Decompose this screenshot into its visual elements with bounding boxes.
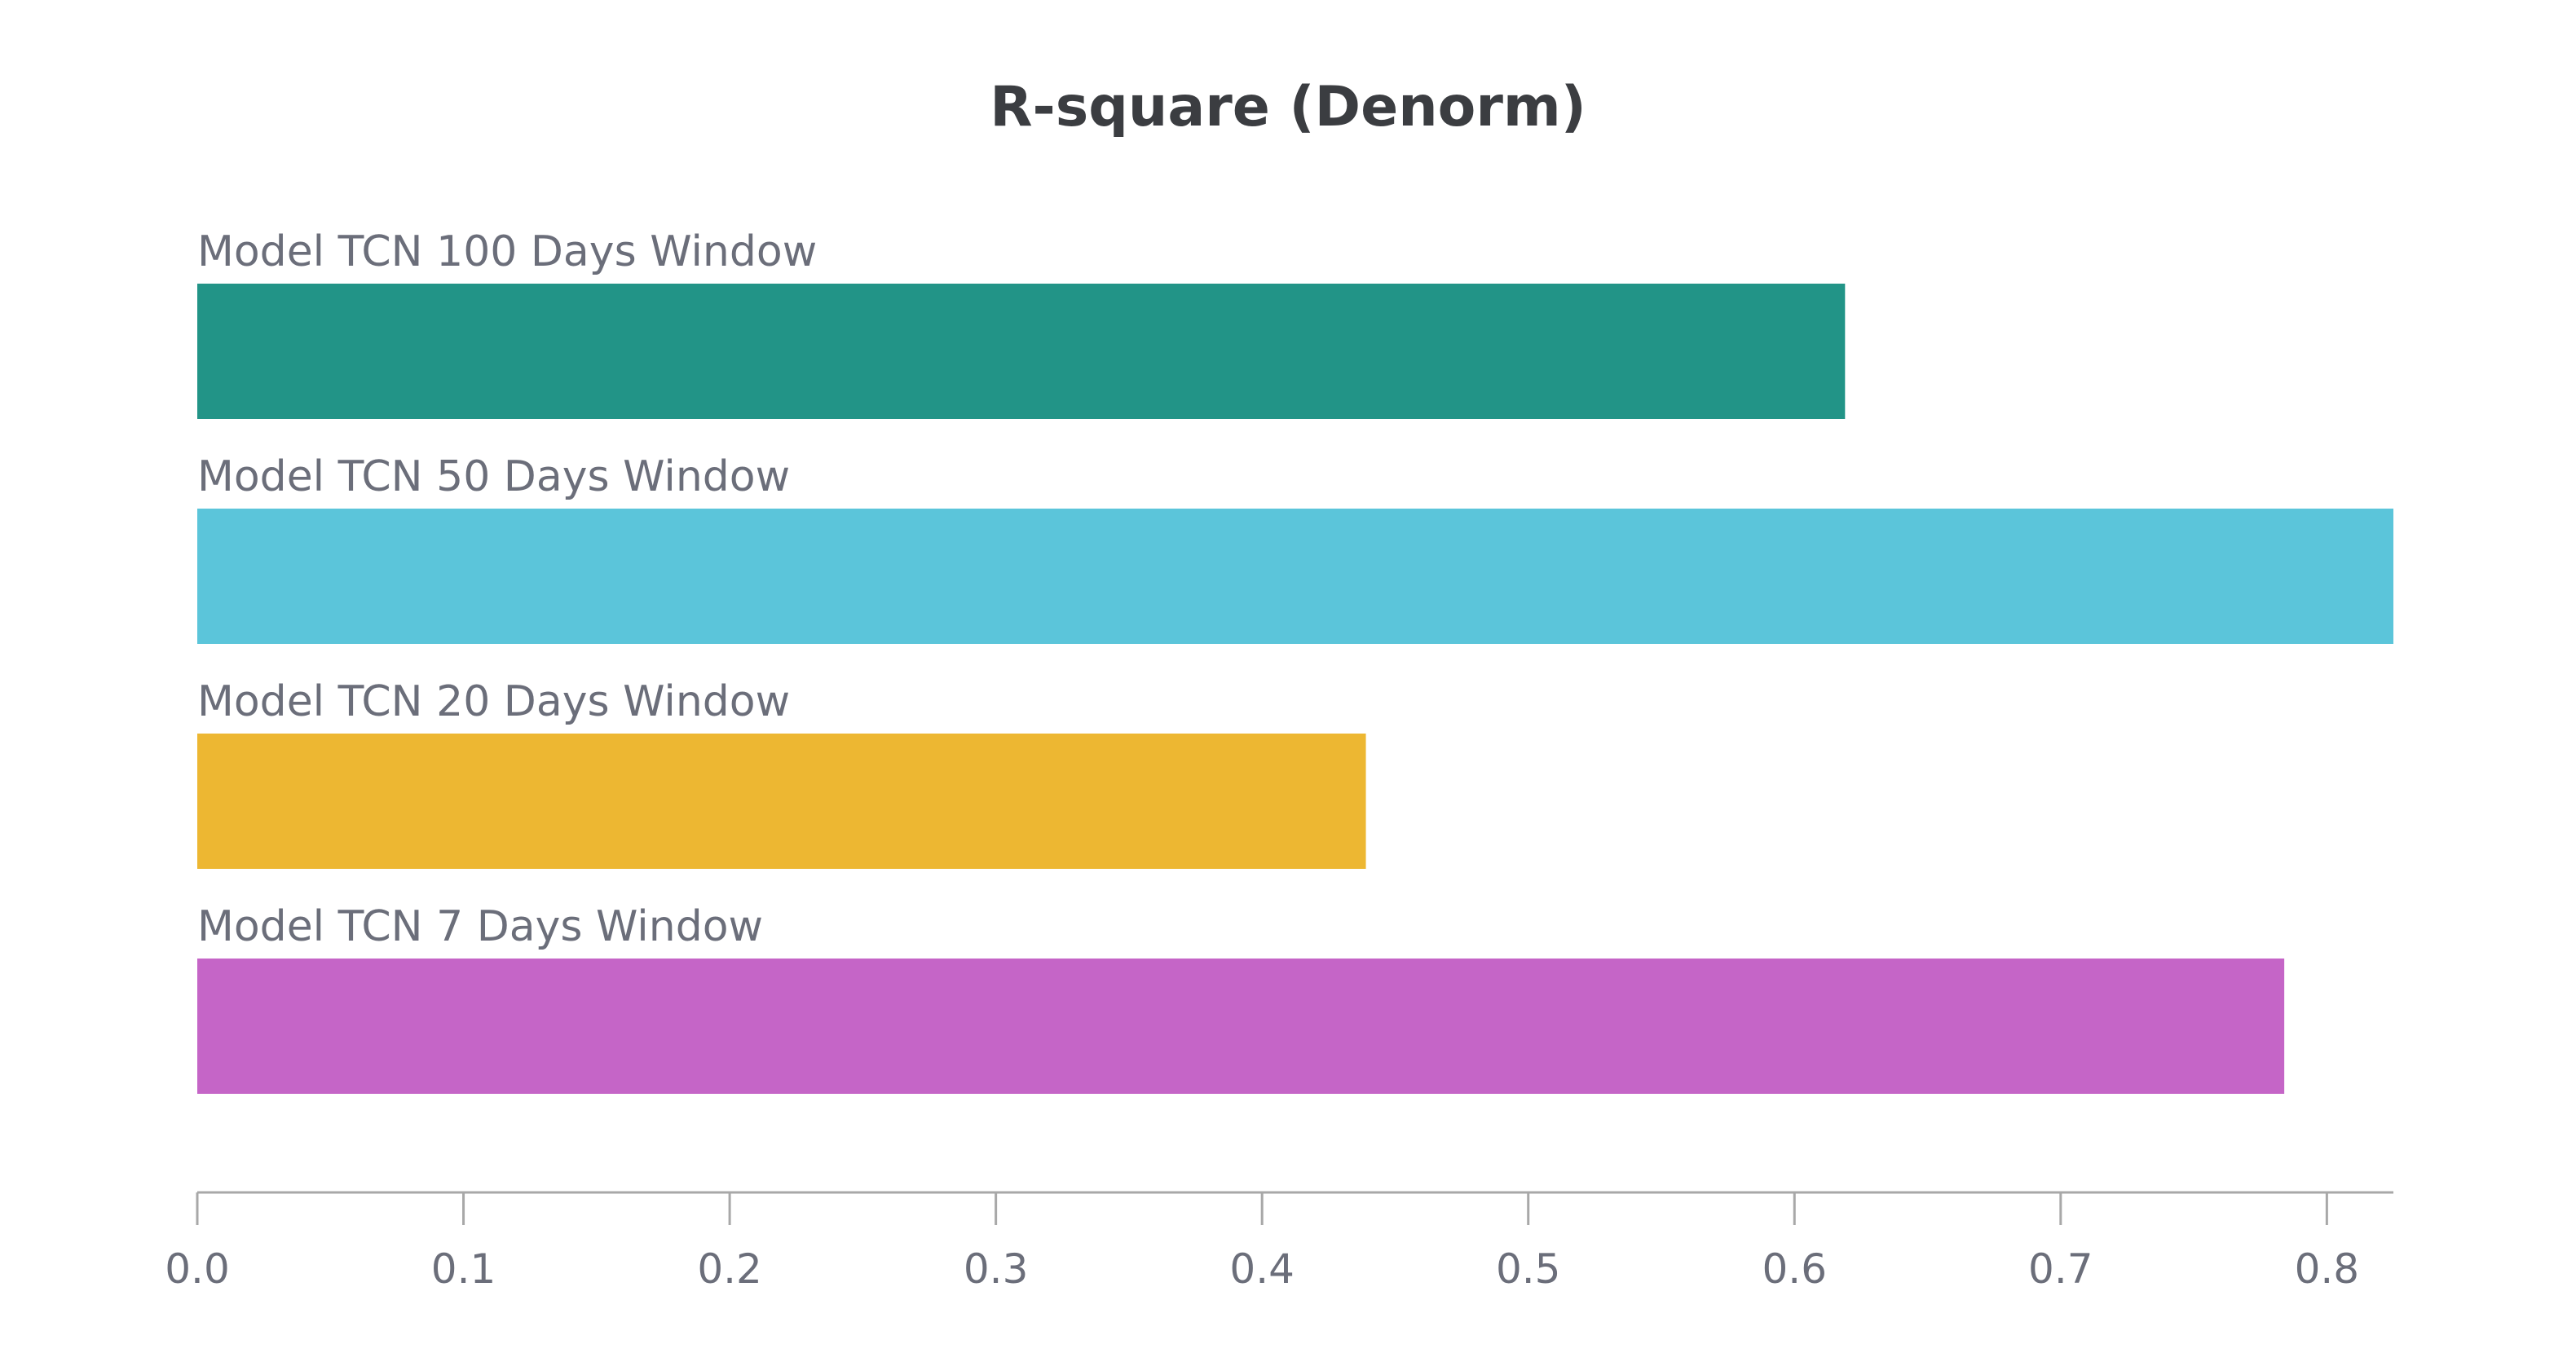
bar [197, 959, 2285, 1094]
chart-title: R-square (Denorm) [990, 75, 1586, 139]
bar-label: Model TCN 100 Days Window [197, 227, 817, 276]
bar [197, 509, 2393, 644]
x-tick-label: 0.6 [1762, 1245, 1828, 1293]
bar [197, 734, 1366, 869]
x-tick-label: 0.4 [1229, 1245, 1295, 1293]
x-tick-label: 0.2 [697, 1245, 762, 1293]
bar [197, 284, 1846, 419]
x-axis: 0.0 0.1 0.2 0.3 0.4 0.5 0.6 0.7 0.8 [165, 1191, 2393, 1293]
x-tick-label: 0.5 [1496, 1245, 1561, 1293]
x-tick-label: 0.1 [431, 1245, 496, 1293]
bar-label: Model TCN 7 Days Window [197, 902, 763, 951]
bar-label: Model TCN 20 Days Window [197, 677, 790, 726]
bar-label: Model TCN 50 Days Window [197, 452, 790, 501]
x-tick-label: 0.8 [2295, 1245, 2360, 1293]
x-tick-label: 0.0 [165, 1245, 230, 1293]
x-tick-label: 0.7 [2028, 1245, 2093, 1293]
x-tick-label: 0.3 [964, 1245, 1029, 1293]
bars-layer: Model TCN 100 Days Window Model TCN 50 Da… [197, 227, 2393, 1094]
